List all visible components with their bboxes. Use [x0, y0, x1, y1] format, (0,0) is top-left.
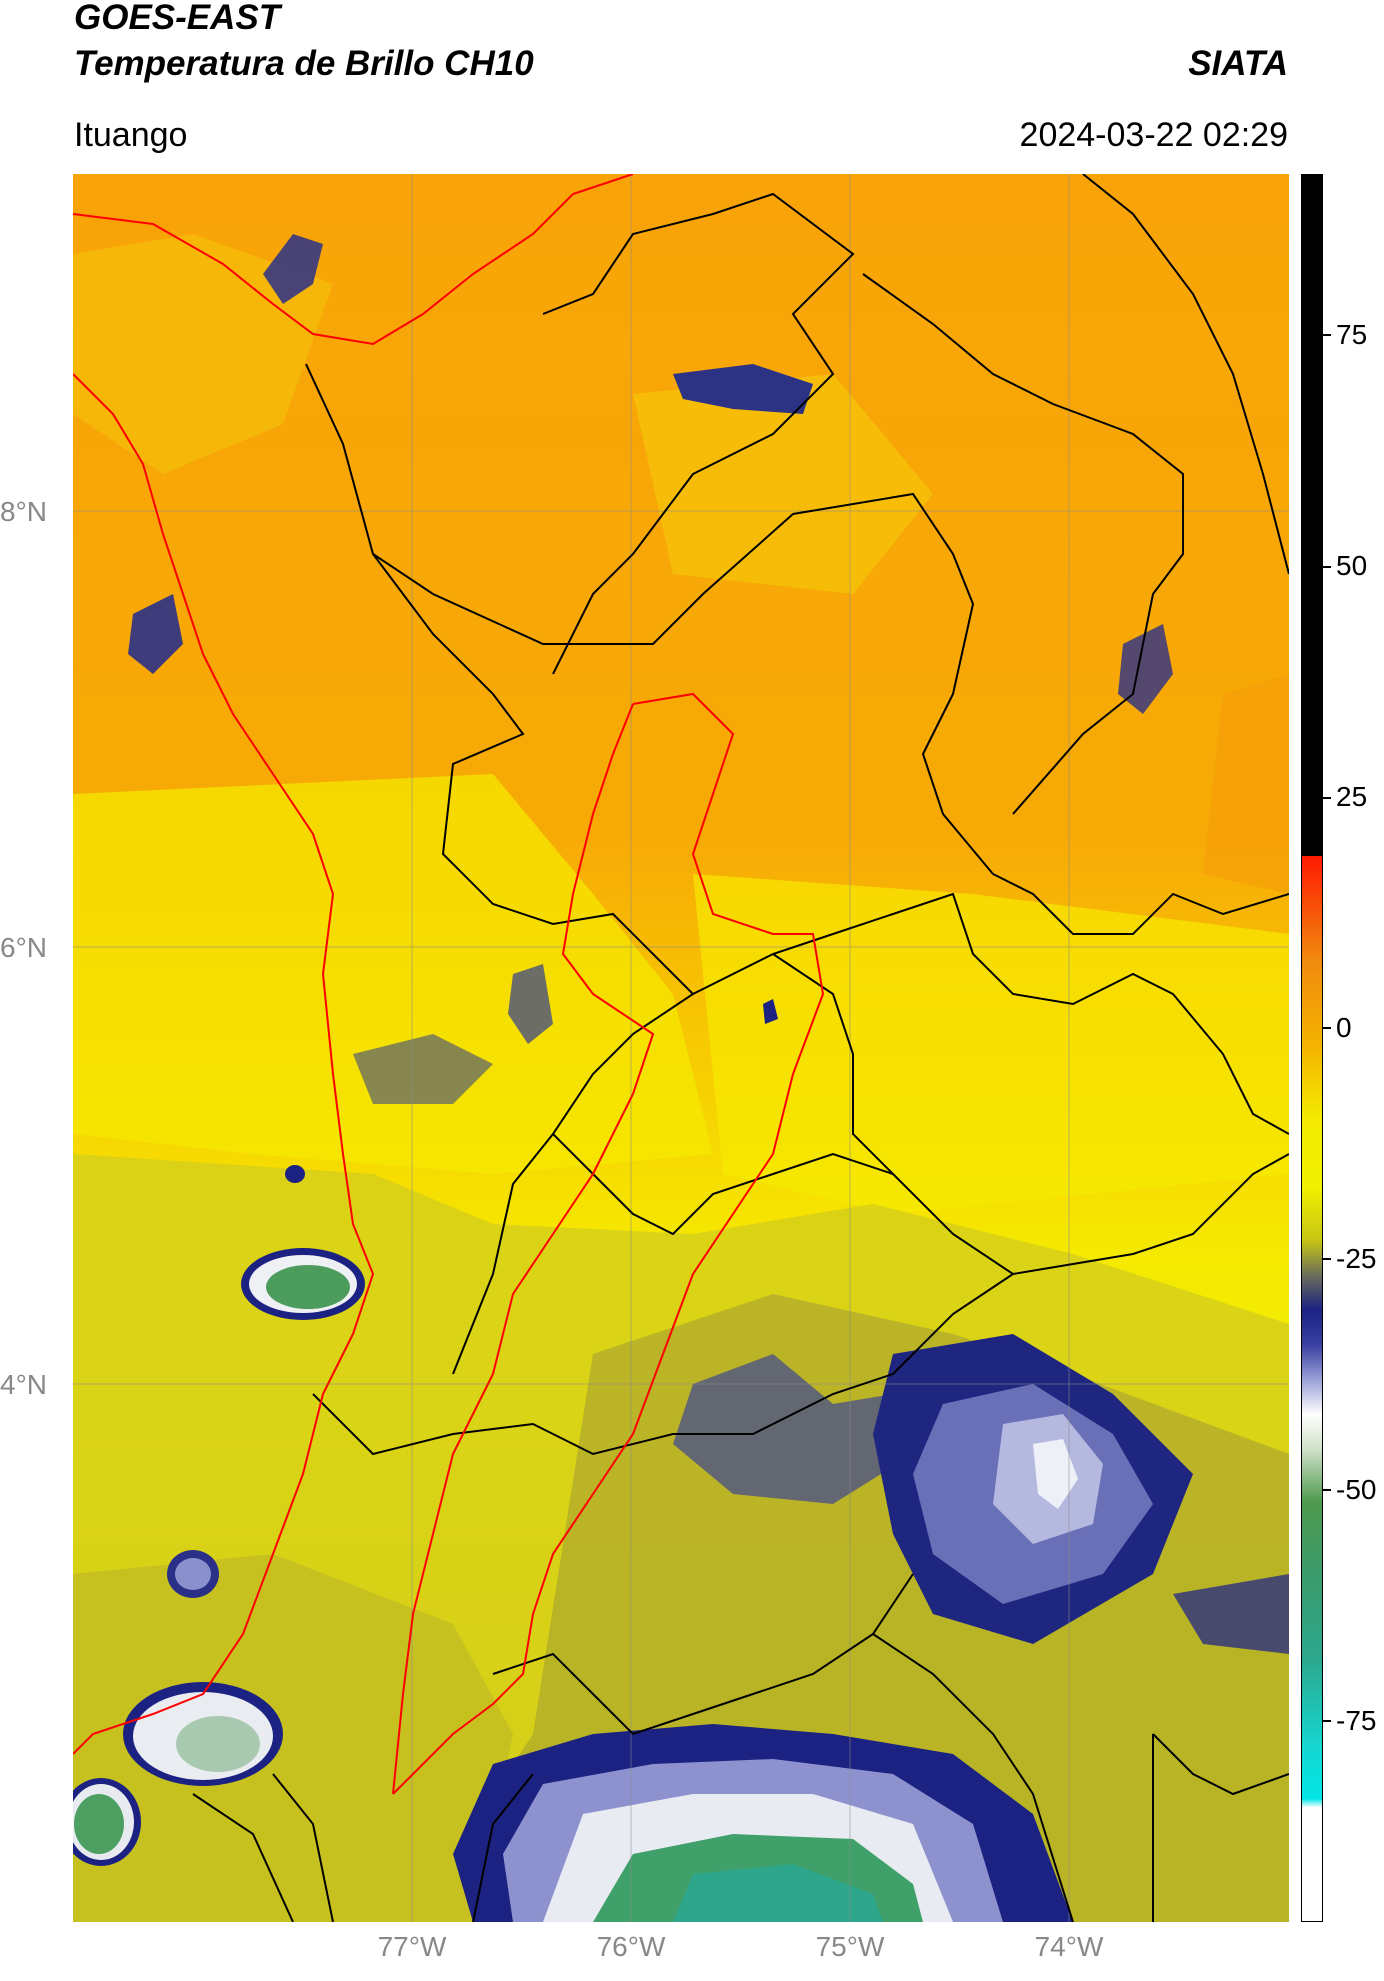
colorbar-tick [1323, 1489, 1331, 1491]
colorbar-tick [1323, 797, 1331, 799]
subtitle: Temperatura de Brillo CH10 [74, 44, 534, 83]
colorbar-label-minus50: -50 [1336, 1474, 1377, 1505]
lon-label-75w: 75°W [815, 1931, 885, 1962]
lat-label-4n: 4°N [0, 1369, 47, 1400]
lat-label-6n: 6°N [0, 932, 47, 963]
admin-borders [192, 174, 1289, 1922]
lat-label-8n: 8°N [0, 496, 47, 527]
colorbar-label-0: 0 [1336, 1012, 1352, 1043]
highlight-borders [73, 174, 825, 1795]
colorbar-tick [1323, 1720, 1331, 1722]
map-panel [73, 174, 1289, 1922]
organization-label: SIATA [1188, 44, 1288, 83]
colorbar-label-minus75: -75 [1336, 1705, 1377, 1736]
colorbar-tick [1323, 1027, 1331, 1029]
colorbar-label-25: 25 [1336, 781, 1368, 812]
map-canvas [73, 174, 1289, 1922]
colorbar [1301, 174, 1323, 1922]
datetime-label: 2024-03-22 02:29 [1019, 116, 1288, 154]
title: GOES-EAST [74, 0, 281, 37]
lon-label-76w: 76°W [596, 1931, 666, 1962]
colorbar-label-minus25: -25 [1336, 1243, 1377, 1274]
colorbar-tick [1323, 334, 1331, 336]
colorbar-label-50: 50 [1336, 550, 1368, 581]
location-label: Ituango [74, 116, 188, 154]
colorbar-tick [1323, 1258, 1331, 1260]
colorbar-tick [1323, 566, 1331, 568]
lon-label-74w: 74°W [1034, 1931, 1104, 1962]
lon-label-77w: 77°W [377, 1931, 447, 1962]
colorbar-label-75: 75 [1336, 319, 1368, 350]
